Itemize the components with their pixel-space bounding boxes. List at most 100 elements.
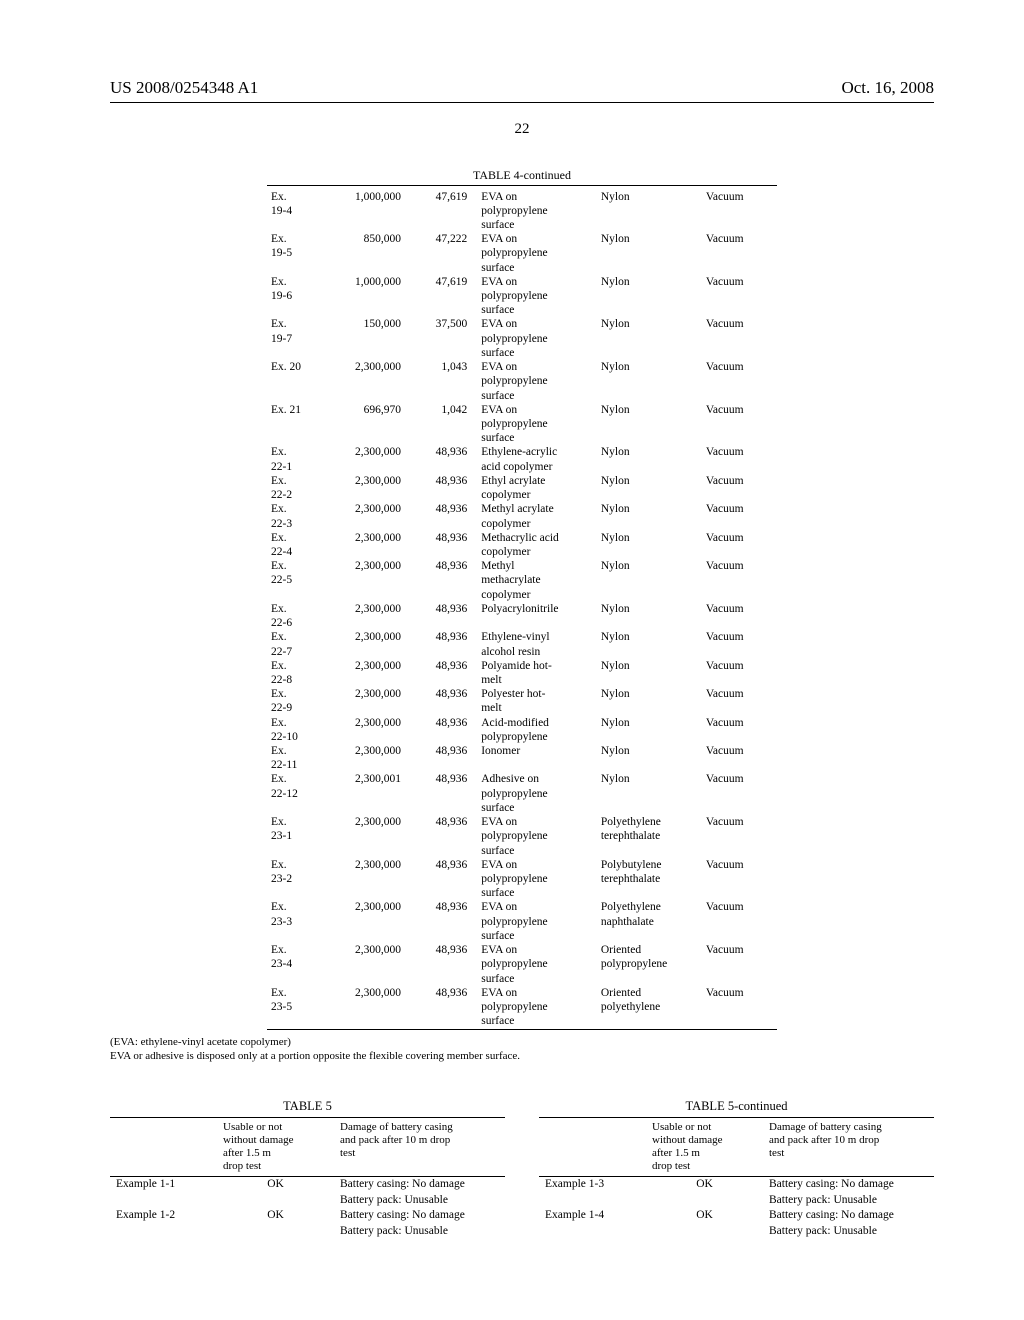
cell: Polybutylene bbox=[597, 858, 702, 872]
cell: Vacuum bbox=[702, 403, 777, 417]
cell bbox=[597, 247, 702, 261]
table-5-continued-title: TABLE 5-continued bbox=[539, 1099, 934, 1114]
cell: Example 1-2 bbox=[110, 1208, 217, 1224]
cell: melt bbox=[477, 702, 597, 716]
cell: 22-3 bbox=[267, 517, 329, 531]
table-row: Example 1-1OKBattery casing: No damage bbox=[110, 1177, 505, 1193]
cell: polypropylene bbox=[477, 290, 597, 304]
cell: 2,300,000 bbox=[329, 659, 413, 673]
cell: 48,936 bbox=[413, 858, 477, 872]
cell bbox=[413, 247, 477, 261]
table-row: surface bbox=[267, 389, 777, 403]
cell bbox=[702, 545, 777, 559]
cell bbox=[646, 1224, 763, 1240]
cell: alcohol resin bbox=[477, 645, 597, 659]
table-row: surface bbox=[267, 972, 777, 986]
cell: Ethylene-acrylic bbox=[477, 446, 597, 460]
page-number: 22 bbox=[110, 121, 934, 138]
table-row: 22-8melt bbox=[267, 673, 777, 687]
cell bbox=[329, 332, 413, 346]
cell: 2,300,000 bbox=[329, 531, 413, 545]
cell bbox=[329, 787, 413, 801]
cell bbox=[329, 873, 413, 887]
cell: Nylon bbox=[597, 318, 702, 332]
cell: Ex. bbox=[267, 446, 329, 460]
table-row: Ex.2,300,00048,936EVA onOrientedVacuum bbox=[267, 944, 777, 958]
cell: 23-2 bbox=[267, 873, 329, 887]
table-4-top-rule bbox=[267, 185, 777, 186]
cell bbox=[329, 958, 413, 972]
table-row: 23-4polypropylenepolypropylene bbox=[267, 958, 777, 972]
table-5-continued: TABLE 5-continued Usable or notwithout d… bbox=[539, 1099, 934, 1239]
cell: OK bbox=[217, 1208, 334, 1224]
cell bbox=[597, 375, 702, 389]
table-row: 19-7polypropylene bbox=[267, 332, 777, 346]
cell bbox=[597, 545, 702, 559]
table-row: Battery pack: Unusable bbox=[539, 1193, 934, 1209]
table-row: 22-5methacrylate bbox=[267, 574, 777, 588]
cell: 47,619 bbox=[413, 190, 477, 204]
cell: Polyethylene bbox=[597, 816, 702, 830]
table-row: surface bbox=[267, 1015, 777, 1029]
cell: Polyester hot- bbox=[477, 688, 597, 702]
cell: Vacuum bbox=[702, 474, 777, 488]
table-row: copolymer bbox=[267, 588, 777, 602]
cell: EVA on bbox=[477, 318, 597, 332]
cell: Methacrylic acid bbox=[477, 531, 597, 545]
cell: 2,300,000 bbox=[329, 602, 413, 616]
table-row: Ex.850,00047,222EVA onNylonVacuum bbox=[267, 233, 777, 247]
cell: copolymer bbox=[477, 489, 597, 503]
cell bbox=[597, 787, 702, 801]
cell bbox=[597, 204, 702, 218]
cell: Nylon bbox=[597, 745, 702, 759]
cell: 2,300,001 bbox=[329, 773, 413, 787]
cell: Battery pack: Unusable bbox=[763, 1224, 934, 1240]
publication-date: Oct. 16, 2008 bbox=[841, 78, 934, 98]
cell: terephthalate bbox=[597, 830, 702, 844]
page-header: US 2008/0254348 A1 Oct. 16, 2008 bbox=[110, 78, 934, 98]
cell: Vacuum bbox=[702, 503, 777, 517]
cell: 2,300,000 bbox=[329, 631, 413, 645]
cell: Ethylene-vinyl bbox=[477, 631, 597, 645]
cell bbox=[702, 247, 777, 261]
cell bbox=[413, 929, 477, 943]
cell bbox=[597, 929, 702, 943]
cell bbox=[413, 517, 477, 531]
cell: Vacuum bbox=[702, 531, 777, 545]
cell bbox=[413, 304, 477, 318]
cell: Nylon bbox=[597, 531, 702, 545]
cell: Polyacrylonitrile bbox=[477, 602, 597, 616]
cell: 48,936 bbox=[413, 816, 477, 830]
cell bbox=[413, 489, 477, 503]
cell: Nylon bbox=[597, 503, 702, 517]
cell bbox=[597, 432, 702, 446]
cell bbox=[329, 375, 413, 389]
cell bbox=[597, 574, 702, 588]
cell bbox=[413, 218, 477, 232]
table-row: Ex. 202,300,0001,043EVA onNylonVacuum bbox=[267, 361, 777, 375]
cell bbox=[597, 460, 702, 474]
cell bbox=[413, 460, 477, 474]
cell: 48,936 bbox=[413, 631, 477, 645]
table-row: Ex.2,300,00148,936Adhesive onNylonVacuum bbox=[267, 773, 777, 787]
cell bbox=[413, 730, 477, 744]
cell bbox=[597, 489, 702, 503]
cell bbox=[413, 645, 477, 659]
cell: 1,000,000 bbox=[329, 190, 413, 204]
cell bbox=[267, 375, 329, 389]
cell: 48,936 bbox=[413, 716, 477, 730]
cell bbox=[539, 1224, 646, 1240]
cell: 48,936 bbox=[413, 446, 477, 460]
cell bbox=[702, 418, 777, 432]
table-row: 23-2polypropyleneterephthalate bbox=[267, 873, 777, 887]
cell: Nylon bbox=[597, 716, 702, 730]
table-row: 22-7alcohol resin bbox=[267, 645, 777, 659]
cell: Example 1-3 bbox=[539, 1177, 646, 1193]
table-row: 22-10polypropylene bbox=[267, 730, 777, 744]
cell: 2,300,000 bbox=[329, 361, 413, 375]
table-row: surface bbox=[267, 261, 777, 275]
cell bbox=[329, 460, 413, 474]
cell bbox=[267, 218, 329, 232]
cell bbox=[702, 304, 777, 318]
cell: Nylon bbox=[597, 361, 702, 375]
